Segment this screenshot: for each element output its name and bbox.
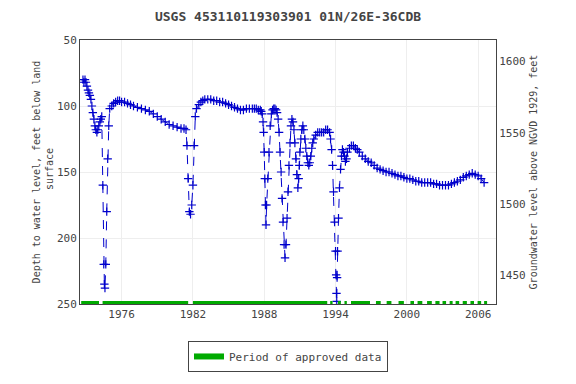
svg-text:100: 100 — [57, 100, 77, 113]
svg-text:1600: 1600 — [499, 55, 526, 68]
svg-text:Depth to water level, feet bel: Depth to water level, feet below land su… — [31, 61, 55, 284]
svg-text:1988: 1988 — [251, 308, 278, 321]
svg-text:1500: 1500 — [499, 198, 526, 211]
svg-text:250: 250 — [57, 298, 77, 311]
svg-text:Groundwater level above NGVD 1: Groundwater level above NGVD 1929, feet — [528, 55, 539, 290]
svg-text:Period of approved data: Period of approved data — [229, 351, 381, 364]
svg-text:1550: 1550 — [499, 127, 526, 140]
svg-text:1976: 1976 — [108, 308, 135, 321]
svg-text:1994: 1994 — [322, 308, 349, 321]
svg-text:2006: 2006 — [465, 308, 492, 321]
svg-text:USGS 453110119303901 01N/26E-3: USGS 453110119303901 01N/26E-36CDB — [155, 9, 421, 24]
svg-text:1982: 1982 — [180, 308, 207, 321]
svg-text:150: 150 — [57, 166, 77, 179]
svg-text:200: 200 — [57, 232, 77, 245]
svg-text:2000: 2000 — [394, 308, 421, 321]
svg-text:50: 50 — [64, 34, 77, 47]
svg-text:1450: 1450 — [499, 269, 526, 282]
